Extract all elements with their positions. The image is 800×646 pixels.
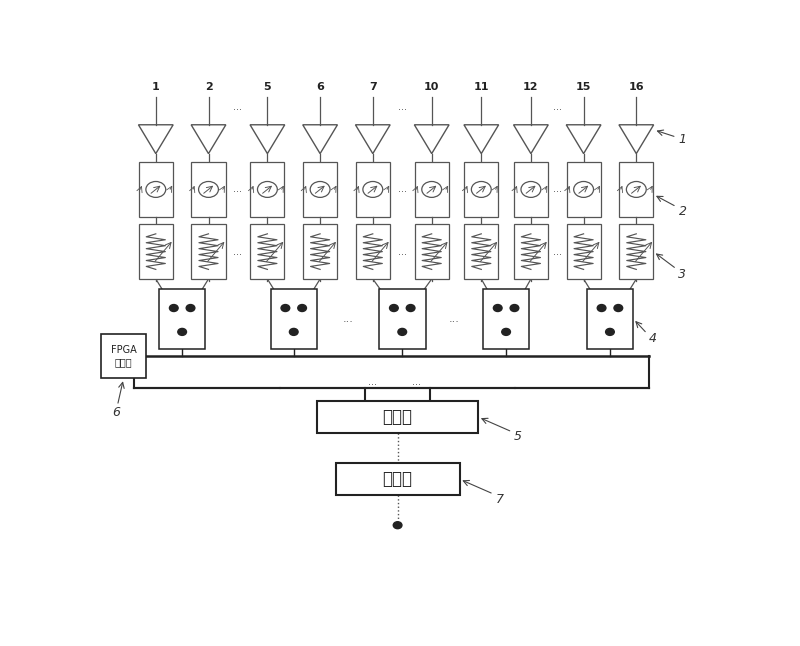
Circle shape	[510, 304, 519, 311]
Circle shape	[390, 304, 398, 311]
Circle shape	[394, 522, 402, 528]
Text: 10: 10	[424, 83, 439, 92]
Text: ...: ...	[398, 185, 406, 194]
Circle shape	[186, 304, 195, 311]
Text: ...: ...	[234, 247, 242, 256]
Text: 功分器: 功分器	[382, 408, 413, 426]
Text: 1: 1	[152, 83, 160, 92]
Bar	[414, 224, 449, 279]
Circle shape	[598, 304, 606, 311]
Text: ...: ...	[449, 314, 460, 324]
Text: ...: ...	[553, 247, 562, 256]
Bar	[514, 162, 548, 217]
Bar	[270, 289, 317, 349]
Bar	[619, 162, 654, 217]
Bar	[464, 162, 498, 217]
Text: ...: ...	[398, 102, 406, 112]
Bar	[336, 463, 460, 495]
Circle shape	[606, 328, 614, 335]
Text: 6: 6	[112, 406, 120, 419]
Bar	[356, 224, 390, 279]
Bar	[356, 162, 390, 217]
Text: ...: ...	[412, 377, 421, 388]
Circle shape	[614, 304, 622, 311]
Bar	[414, 162, 449, 217]
Text: FPGA
电路板: FPGA 电路板	[110, 345, 137, 367]
Text: ...: ...	[342, 314, 354, 324]
Bar	[317, 401, 478, 433]
Bar	[566, 224, 601, 279]
Bar	[102, 334, 146, 379]
Circle shape	[298, 304, 306, 311]
Text: 11: 11	[474, 83, 489, 92]
Text: 7: 7	[369, 83, 377, 92]
Text: 7: 7	[495, 493, 503, 506]
Bar	[159, 289, 206, 349]
Circle shape	[170, 304, 178, 311]
Text: 2: 2	[205, 83, 212, 92]
Bar	[586, 289, 634, 349]
Text: 6: 6	[316, 83, 324, 92]
Bar	[250, 224, 285, 279]
Text: 滤波器: 滤波器	[382, 470, 413, 488]
Text: ...: ...	[234, 185, 242, 194]
Text: 5: 5	[263, 83, 271, 92]
Bar	[191, 224, 226, 279]
Text: ...: ...	[234, 102, 242, 112]
Text: ...: ...	[368, 377, 378, 388]
Circle shape	[398, 328, 406, 335]
Text: 16: 16	[629, 83, 644, 92]
Text: ...: ...	[553, 185, 562, 194]
Text: 15: 15	[576, 83, 591, 92]
Text: 1: 1	[678, 133, 686, 146]
Bar	[138, 162, 173, 217]
Circle shape	[494, 304, 502, 311]
Bar	[566, 162, 601, 217]
Text: 3: 3	[678, 267, 686, 280]
Text: 2: 2	[678, 205, 686, 218]
Bar	[464, 224, 498, 279]
Bar	[250, 162, 285, 217]
Bar	[138, 224, 173, 279]
Bar	[303, 162, 337, 217]
Bar	[619, 224, 654, 279]
Circle shape	[290, 328, 298, 335]
Circle shape	[502, 328, 510, 335]
Bar	[191, 162, 226, 217]
Text: 4: 4	[649, 332, 657, 345]
Bar	[514, 224, 548, 279]
Circle shape	[406, 304, 415, 311]
Circle shape	[281, 304, 290, 311]
Text: ...: ...	[553, 102, 562, 112]
Text: ...: ...	[398, 247, 406, 256]
Text: 5: 5	[514, 430, 522, 443]
Bar	[303, 224, 337, 279]
Circle shape	[178, 328, 186, 335]
Bar	[379, 289, 426, 349]
Text: 12: 12	[523, 83, 538, 92]
Bar	[483, 289, 530, 349]
